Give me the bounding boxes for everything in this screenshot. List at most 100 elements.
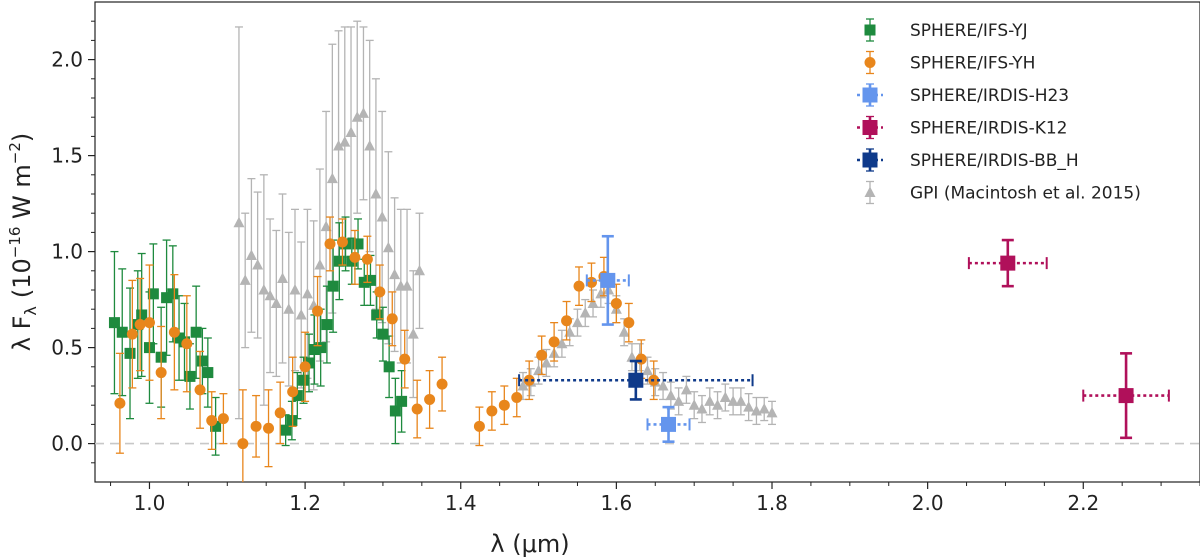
data-point — [436, 378, 448, 390]
data-point — [635, 353, 647, 365]
data-point — [626, 351, 638, 362]
legend-marker — [862, 87, 878, 103]
data-point — [386, 313, 398, 325]
data-series — [108, 20, 1170, 482]
y-axis-title: λ Fλ (10−16 W m−2) — [6, 133, 40, 352]
data-point — [352, 238, 364, 250]
data-point — [517, 380, 529, 391]
data-point — [523, 374, 535, 386]
data-point — [413, 264, 425, 276]
data-point — [116, 326, 128, 338]
data-point — [719, 391, 731, 403]
data-point — [351, 111, 363, 122]
data-point — [712, 399, 724, 410]
plot-frame — [94, 1, 1200, 483]
legend-item: SPHERE/IFS-YH — [864, 50, 1035, 75]
data-point — [147, 288, 159, 300]
data-point — [766, 406, 778, 418]
data-point — [600, 272, 616, 288]
data-point — [424, 393, 436, 405]
data-point — [661, 416, 677, 432]
data-point — [217, 413, 229, 425]
x-tick-label: 1.8 — [756, 491, 788, 515]
data-point — [370, 188, 382, 199]
data-point — [758, 403, 770, 414]
legend-marker — [862, 152, 878, 168]
y-tick-label: 0.5 — [51, 336, 83, 360]
data-point — [399, 353, 411, 365]
x-tick-label: 1.0 — [134, 491, 166, 515]
data-point — [280, 424, 292, 436]
data-point — [628, 372, 644, 388]
data-point — [124, 347, 136, 359]
data-point — [136, 309, 148, 321]
data-point — [349, 251, 361, 263]
data-point — [486, 405, 498, 417]
data-point — [345, 126, 357, 138]
data-point — [642, 364, 653, 376]
data-point — [184, 370, 196, 382]
data-point — [295, 308, 307, 320]
data-point — [202, 367, 214, 379]
legend-marker — [864, 24, 876, 36]
data-point — [286, 415, 298, 427]
data-point — [274, 407, 286, 419]
data-point — [610, 297, 622, 309]
data-point — [673, 395, 685, 406]
data-point — [321, 319, 333, 331]
data-point — [181, 338, 193, 350]
legend-label: SPHERE/IRDIS-H23 — [910, 86, 1069, 106]
data-point — [324, 238, 336, 250]
data-point — [383, 361, 395, 373]
y-axis-title-units: W m — [8, 164, 36, 226]
data-point — [312, 305, 324, 317]
data-point — [548, 336, 560, 348]
x-tick-label: 1.6 — [600, 491, 632, 515]
data-point — [374, 286, 386, 298]
data-point — [561, 315, 573, 327]
y-tick-label: 1.5 — [51, 144, 83, 168]
legend-marker — [864, 186, 876, 197]
data-point — [1000, 255, 1016, 271]
data-point — [287, 386, 299, 398]
data-point — [299, 361, 311, 373]
data-point — [623, 317, 635, 329]
data-point — [206, 415, 218, 427]
data-point — [245, 249, 257, 260]
data-point — [657, 380, 669, 391]
axis-ticks: 1.0 1.2 1.4 1.6 1.8 2.0 2.2 0.0 0.5 1.0 1.5 2.0 — [51, 20, 1200, 515]
data-point — [743, 401, 755, 412]
data-point — [326, 172, 338, 184]
legend-label: SPHERE/IRDIS-K12 — [910, 119, 1067, 139]
series-sphere-ifs-yh — [114, 216, 660, 482]
data-point — [571, 316, 583, 328]
legend-item: SPHERE/IRDIS-H23 — [857, 83, 1069, 107]
data-point — [727, 395, 739, 406]
y-axis-title-exp: −16 — [6, 227, 24, 259]
data-point — [168, 326, 180, 338]
data-point — [277, 272, 289, 283]
data-point — [564, 326, 576, 337]
data-point — [364, 274, 376, 286]
data-point — [556, 337, 568, 349]
data-point — [401, 280, 413, 291]
legend-label: GPI (Macintosh et al. 2015) — [910, 184, 1141, 204]
data-point — [1118, 388, 1134, 404]
data-point — [573, 280, 585, 292]
data-point — [126, 328, 138, 340]
data-point — [377, 328, 389, 340]
x-axis-title: λ (μm) — [490, 530, 569, 558]
x-tick-label: 2.0 — [912, 491, 944, 515]
legend-marker — [862, 120, 878, 135]
y-axis-title-exp2: −2 — [6, 142, 24, 164]
data-point — [283, 303, 295, 314]
data-point — [327, 280, 339, 292]
data-point — [250, 420, 262, 432]
data-point — [298, 374, 310, 386]
data-point — [473, 420, 485, 432]
data-point — [361, 253, 373, 265]
data-point — [314, 259, 326, 270]
x-tick-label: 1.2 — [289, 491, 321, 515]
data-point — [696, 403, 708, 414]
